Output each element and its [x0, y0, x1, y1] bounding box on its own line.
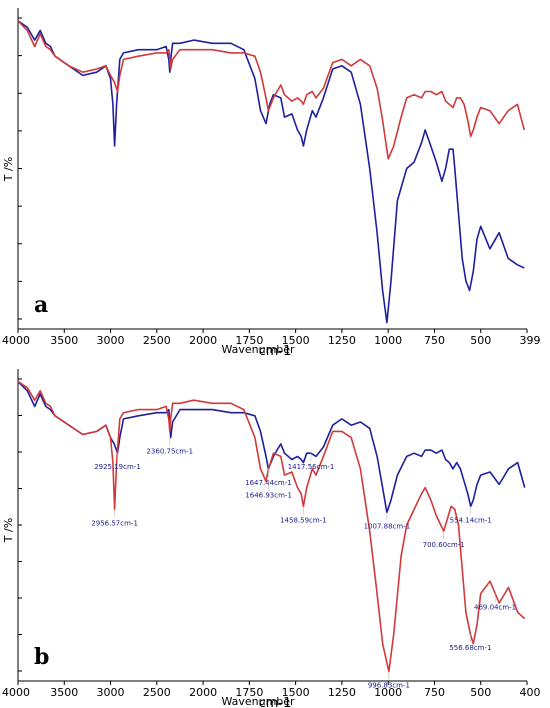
- panel-b-x-tick-label: 3500: [50, 686, 78, 699]
- panel-b-x-axis-unit: cm-1: [259, 696, 292, 708]
- panel-b-x-tick-label: 1750: [235, 686, 263, 699]
- panel-b-y-axis-label: T /%: [2, 518, 15, 543]
- panel-b-x-tick-label: 750: [424, 686, 445, 699]
- panel-b-annotation: 1007.88cm-1: [364, 523, 411, 531]
- panel-b-x-tick-label: 4000: [2, 686, 30, 699]
- panel-a-x-tick-label: 750: [424, 334, 445, 347]
- panel-b-series-2-line: [17, 380, 526, 673]
- panel-b-x-tick-label: 400: [520, 686, 541, 699]
- panel-b-x-tick-label: 3000: [97, 686, 125, 699]
- panel-b-series-1-line: [17, 380, 526, 514]
- panel-a-x-axis-label: Wavenumber: [221, 343, 295, 356]
- panel-b-x-axis-label: Wavenumber: [221, 695, 295, 708]
- panel-b-annotation: 996.83cm-1: [368, 682, 410, 690]
- panel-a-x-tick-label: 3500: [50, 334, 78, 347]
- panel-a-x-tick-label: 3000: [97, 334, 125, 347]
- panel-b-annotation: 2925.19cm-1: [94, 463, 141, 471]
- panel-a-x-tick-label: 1750: [235, 334, 263, 347]
- panel-b-annotation: 556.68cm-1: [449, 644, 491, 652]
- panel-a-y-axis-label: T /%: [2, 157, 15, 182]
- panel-a-x-tick-label: 2500: [143, 334, 171, 347]
- panel-b-x-tick-label: 2000: [189, 686, 217, 699]
- panel-b-annotation: 1417.56cm-1: [288, 463, 335, 471]
- panel-b-x-tick-label: 500: [470, 686, 491, 699]
- panel-b-label: b: [34, 644, 49, 670]
- panel-a-x-tick-label: 1000: [374, 334, 402, 347]
- panel-b-x-tick-label: 1250: [328, 686, 356, 699]
- panel-b-annotation: 2360.75cm-1: [146, 448, 193, 456]
- panel-b-x-tick-label: 2500: [143, 686, 171, 699]
- panel-a-label: a: [34, 292, 48, 318]
- panel-b-x-tick-label: 1500: [282, 686, 310, 699]
- panel-a-x-tick-label: 1250: [328, 334, 356, 347]
- panel-a-x-tick-label: 4000: [2, 334, 30, 347]
- panel-b-annotation: 700.60cm-1: [423, 541, 465, 549]
- panel-b-annotation: 554.14cm-1: [450, 516, 492, 524]
- panel-b-annotation: 1646.93cm-1: [245, 491, 292, 499]
- panel-a-series-2-line: [17, 20, 526, 160]
- panel-b-x-tick-label: 1000: [374, 686, 402, 699]
- panel-a-x-tick-label: 2000: [189, 334, 217, 347]
- panel-a-x-tick-label: 399: [520, 334, 541, 347]
- panel-a-x-tick-label: 500: [470, 334, 491, 347]
- panel-a-x-axis-unit: cm-1: [259, 344, 292, 359]
- panel-b-annotation: 1458.59cm-1: [280, 516, 327, 524]
- panel-b-annotation: 469.04cm-1: [474, 604, 516, 612]
- panel-a-x-tick-label: 1500: [282, 334, 310, 347]
- panel-b-annotation: 2956.57cm-1: [91, 519, 138, 527]
- panel-a-series-1-line: [17, 20, 525, 324]
